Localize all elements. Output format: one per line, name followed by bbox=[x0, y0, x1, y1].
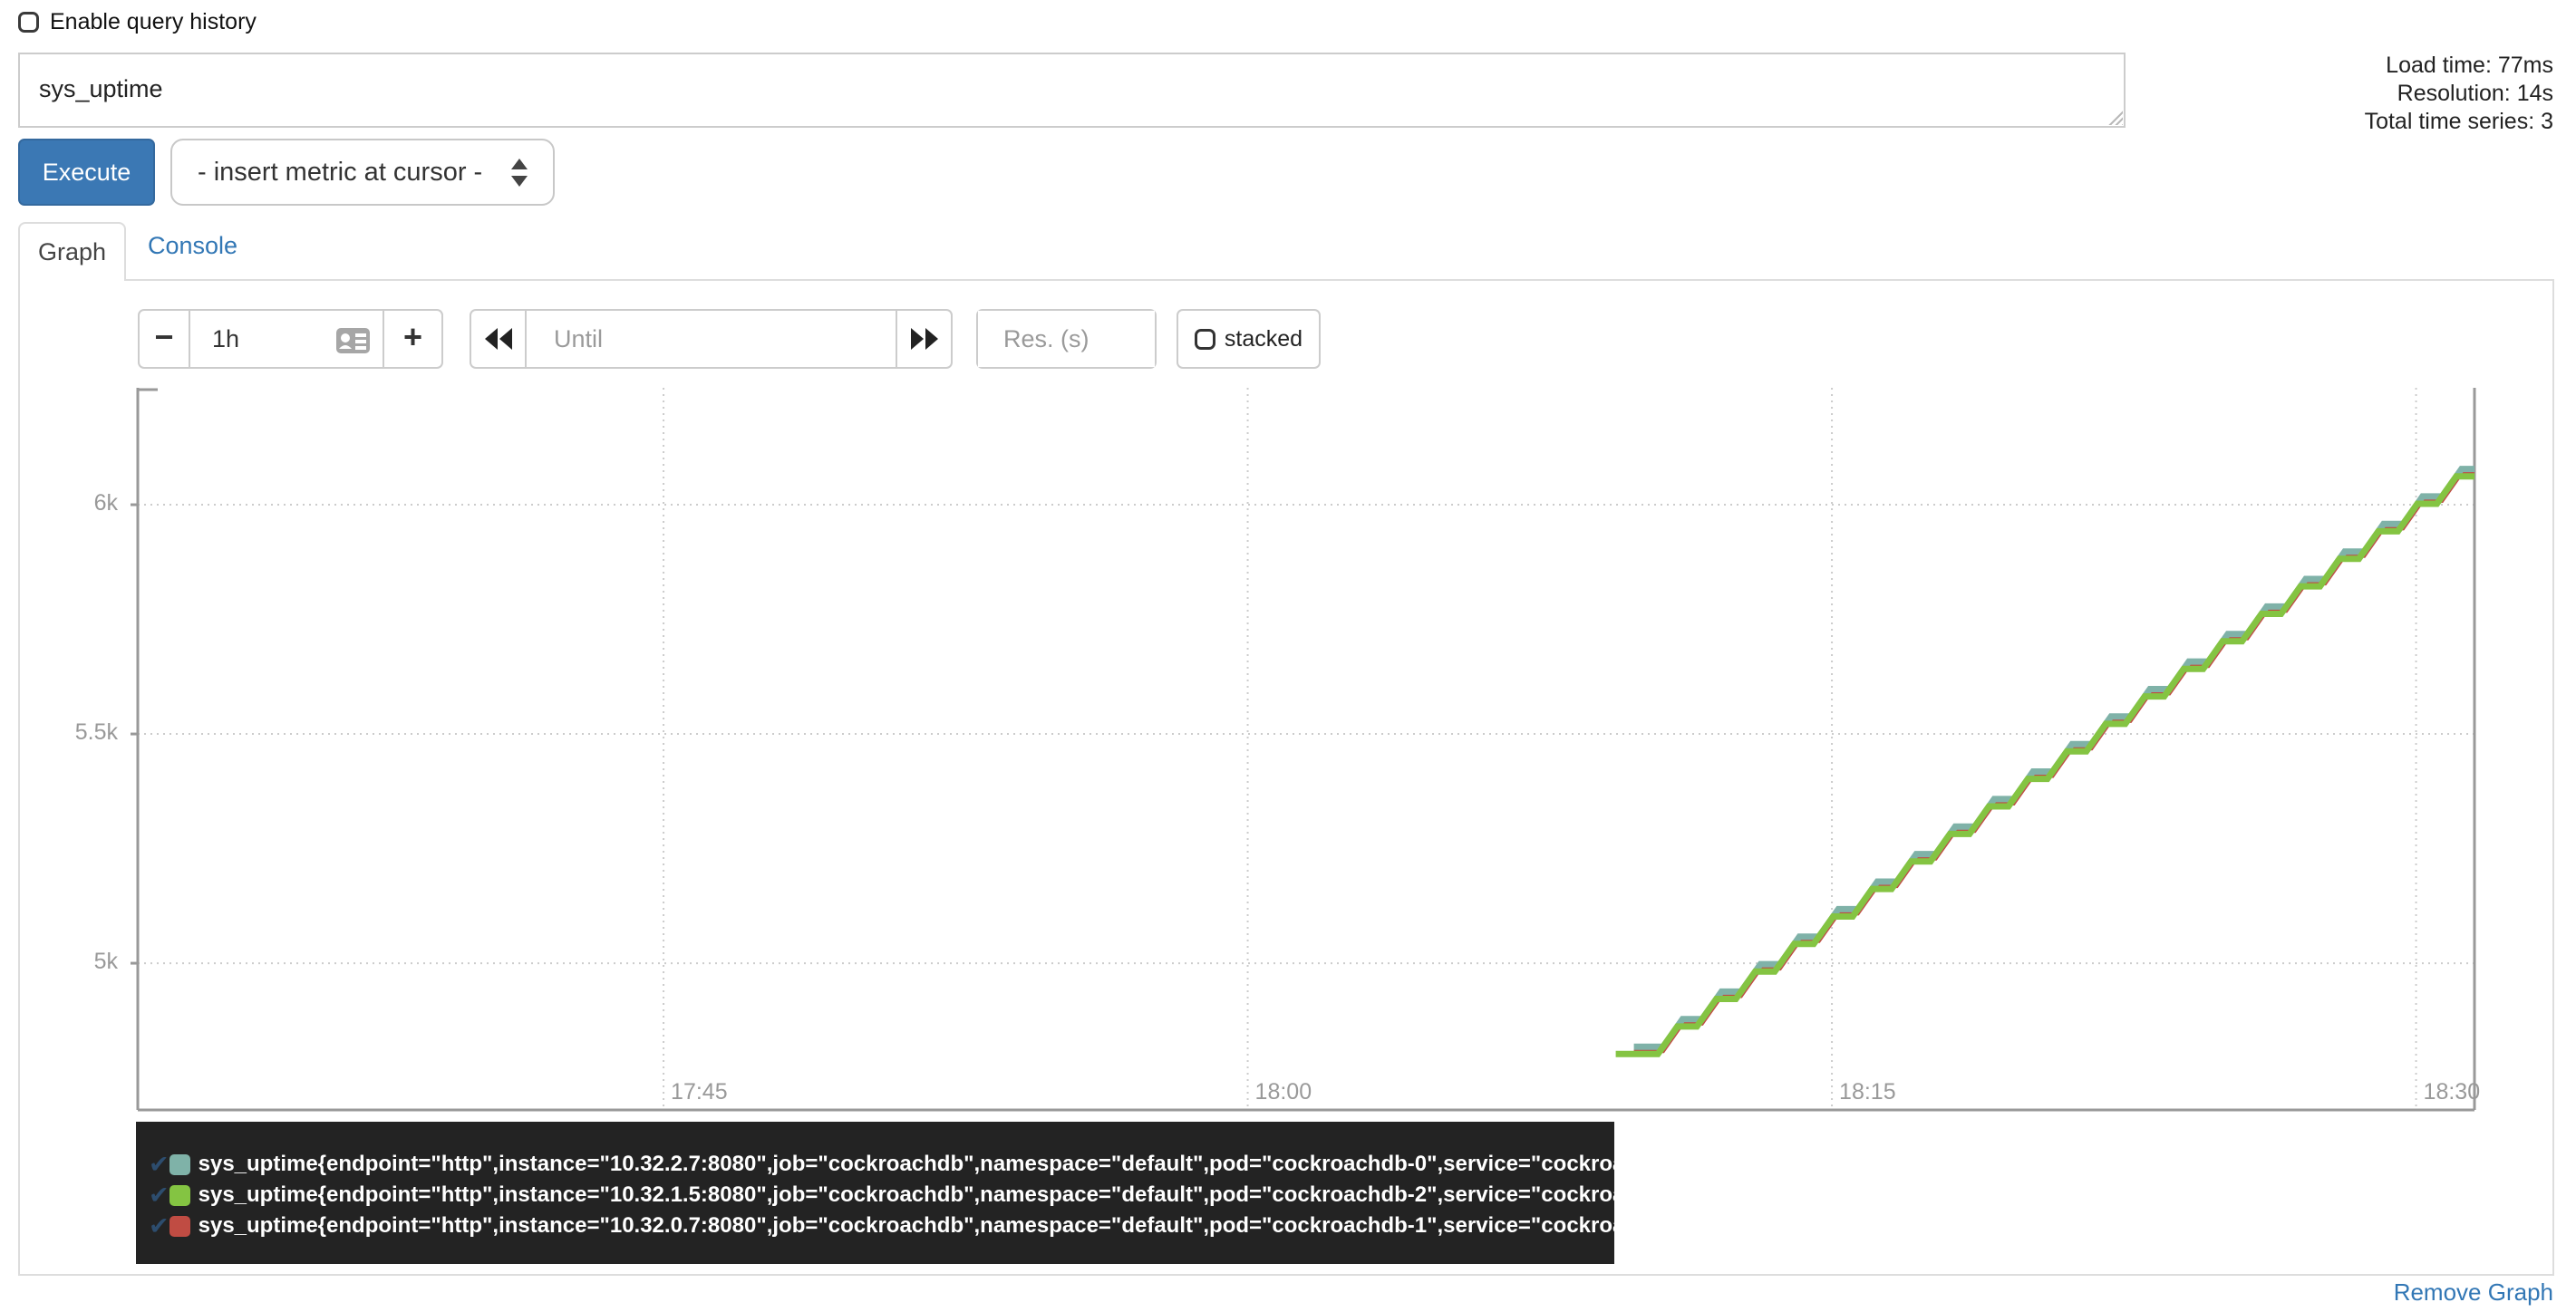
series-color-swatch bbox=[169, 1153, 190, 1175]
total-series-text: Total time series: 3 bbox=[2364, 109, 2553, 134]
plus-icon: + bbox=[402, 318, 423, 355]
series-label: sys_uptime{endpoint="http",instance="10.… bbox=[198, 1152, 1696, 1176]
check-icon: ✔ bbox=[149, 1181, 169, 1209]
range-increase-button[interactable]: + bbox=[383, 309, 443, 369]
enable-history-checkbox[interactable] bbox=[18, 12, 39, 33]
series-color-swatch bbox=[169, 1184, 190, 1206]
legend-series-row[interactable]: ✔ sys_uptime{endpoint="http",instance="10… bbox=[149, 1211, 1695, 1241]
stacked-label: stacked bbox=[1224, 325, 1303, 352]
x-axis-label: 18:00 bbox=[1255, 1079, 1312, 1105]
query-expression-wrap bbox=[18, 53, 2126, 128]
until-input-box bbox=[525, 309, 897, 369]
chevron-up-icon bbox=[511, 158, 528, 169]
x-axis-label: 17:45 bbox=[671, 1079, 728, 1105]
insert-metric-select-value: - insert metric at cursor - bbox=[198, 157, 483, 187]
query-stats: Load time: 77ms Resolution: 14s Total ti… bbox=[2365, 52, 2553, 136]
legend-series-row[interactable]: ✔ sys_uptime{endpoint="http",instance="10… bbox=[149, 1180, 1695, 1211]
tab-graph[interactable]: Graph bbox=[18, 222, 126, 281]
y-axis-label: 5k bbox=[93, 949, 118, 975]
legend-series-row[interactable]: ✔ sys_uptime{endpoint="http",instance="10… bbox=[149, 1149, 1695, 1180]
time-forward-button[interactable] bbox=[896, 309, 953, 369]
series-line bbox=[1615, 473, 2474, 1057]
series-color-swatch bbox=[169, 1215, 190, 1237]
query-history-row: Enable query history bbox=[18, 9, 257, 35]
series-label: sys_uptime{endpoint="http",instance="10.… bbox=[198, 1213, 1696, 1238]
time-series-chart: 17:45 18:00 18:15 18:30 bbox=[131, 388, 2481, 1112]
resolution-input[interactable] bbox=[978, 311, 1155, 367]
resolution-input-box bbox=[976, 309, 1157, 369]
stacked-checkbox[interactable] bbox=[1194, 328, 1215, 350]
fast-forward-icon bbox=[910, 328, 938, 350]
query-expression-input[interactable] bbox=[18, 53, 2126, 128]
time-back-button[interactable] bbox=[470, 309, 527, 369]
stacked-toggle[interactable]: stacked bbox=[1177, 309, 1321, 369]
chevron-down-icon bbox=[511, 175, 528, 187]
minus-icon: − bbox=[154, 318, 174, 355]
y-axis-label: 5.5k bbox=[74, 719, 118, 746]
select-stepper-icon bbox=[511, 158, 528, 187]
until-input[interactable] bbox=[527, 311, 896, 367]
x-axis-label: 18:15 bbox=[1839, 1079, 1896, 1105]
x-axis-label: 18:30 bbox=[2424, 1079, 2481, 1105]
check-icon: ✔ bbox=[149, 1211, 169, 1240]
y-axis-label: 6k bbox=[93, 490, 118, 516]
enable-history-label: Enable query history bbox=[50, 9, 257, 34]
check-icon: ✔ bbox=[149, 1150, 169, 1178]
insert-metric-select[interactable]: - insert metric at cursor - bbox=[170, 139, 555, 206]
range-input-box bbox=[189, 309, 384, 369]
execute-button[interactable]: Execute bbox=[18, 139, 155, 206]
range-decrease-button[interactable]: − bbox=[138, 309, 190, 369]
tab-console[interactable]: Console bbox=[148, 232, 238, 259]
load-time-text: Load time: 77ms bbox=[2386, 53, 2553, 78]
chart-legend: ✔ sys_uptime{endpoint="http",instance="10… bbox=[136, 1122, 1695, 1264]
remove-graph-link[interactable]: Remove Graph bbox=[2393, 1278, 2553, 1306]
rewind-icon bbox=[484, 328, 512, 350]
resolution-text: Resolution: 14s bbox=[2397, 81, 2553, 106]
autofill-contact-icon bbox=[336, 328, 370, 353]
series-label: sys_uptime{endpoint="http",instance="10.… bbox=[198, 1182, 1696, 1207]
